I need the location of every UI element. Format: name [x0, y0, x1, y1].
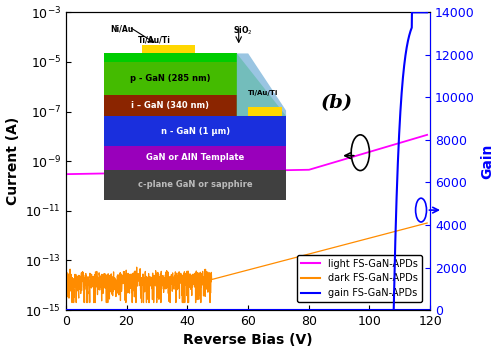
Y-axis label: Gain: Gain — [480, 144, 494, 179]
Text: (b): (b) — [321, 94, 353, 112]
Legend: light FS-GaN-APDs, dark FS-GaN-APDs, gain FS-GaN-APDs: light FS-GaN-APDs, dark FS-GaN-APDs, gai… — [297, 255, 422, 302]
Y-axis label: Current (A): Current (A) — [6, 117, 20, 205]
X-axis label: Reverse Bias (V): Reverse Bias (V) — [183, 334, 313, 347]
